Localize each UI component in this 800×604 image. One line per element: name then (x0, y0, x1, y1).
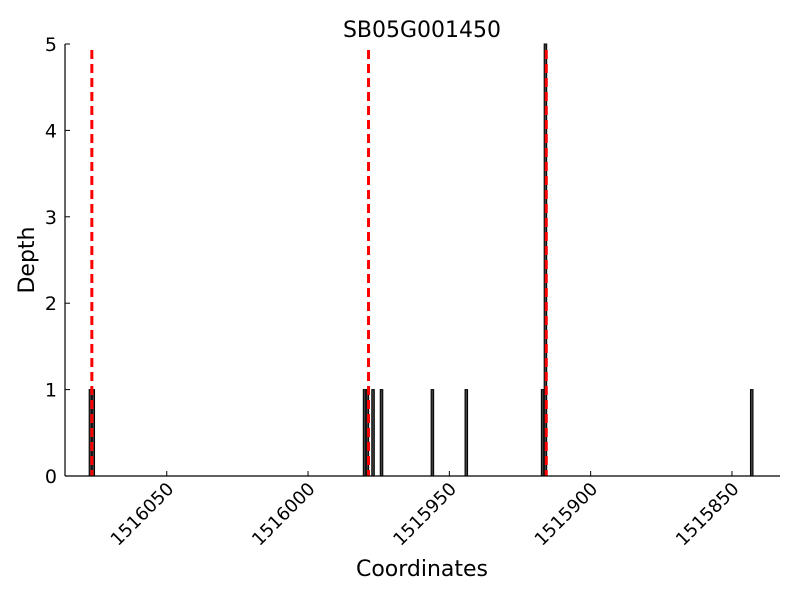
y-tick-label: 3 (45, 207, 57, 229)
bar (430, 389, 435, 477)
bar (362, 389, 367, 477)
bar (540, 389, 545, 477)
y-tick-label: 5 (45, 34, 57, 56)
y-tick-label: 4 (45, 120, 57, 142)
x-tick-label: 1516050 (107, 479, 179, 551)
x-axis-label: Coordinates (356, 557, 488, 582)
y-axis-label: Depth (15, 226, 40, 293)
x-tick-label: 1516000 (248, 479, 320, 551)
x-tick-label: 1515950 (389, 479, 461, 551)
bars-group (88, 43, 754, 477)
x-tick-label: 1515850 (672, 479, 744, 551)
bar (379, 389, 384, 477)
vlines-group (90, 50, 548, 476)
y-tick-label: 0 (45, 466, 57, 488)
axes-group: 0 1 2 3 4 5 1516050 1516000 1515950 1515900 151585… (45, 34, 780, 550)
chart-title: SB05G001450 (343, 18, 501, 43)
y-tick-label: 2 (45, 293, 57, 315)
bar (371, 389, 375, 477)
bar (749, 389, 754, 477)
bar (464, 389, 469, 477)
y-tick-label: 1 (45, 380, 57, 402)
x-tick-label: 1515900 (531, 479, 603, 551)
